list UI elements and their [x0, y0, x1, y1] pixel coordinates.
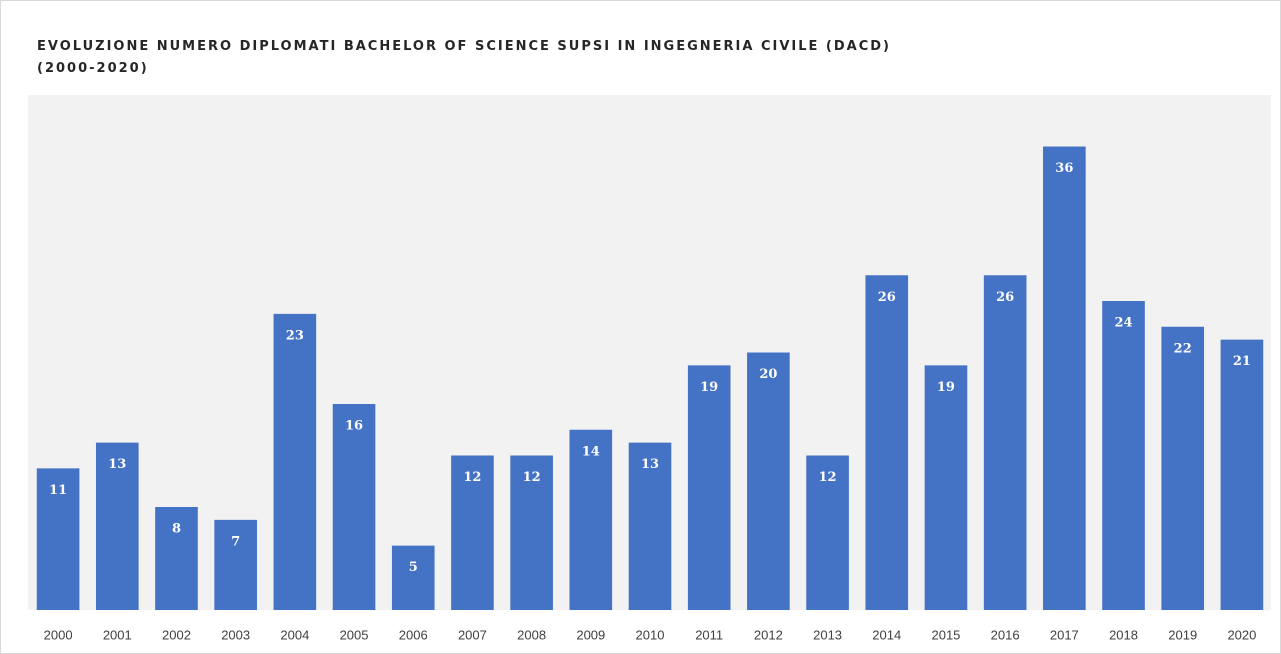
data-label: 7	[231, 534, 240, 549]
x-tick-label: 2005	[340, 627, 369, 642]
x-tick-label: 2008	[517, 627, 546, 642]
bar	[214, 519, 257, 610]
x-tick-label: 2016	[991, 627, 1020, 642]
x-tick-label: 2009	[576, 627, 605, 642]
data-label: 14	[582, 444, 600, 459]
x-tick-label: 2002	[162, 627, 191, 642]
data-label: 8	[172, 522, 181, 537]
bar	[36, 468, 80, 610]
x-tick-label: 2004	[280, 627, 309, 642]
bar	[273, 313, 317, 610]
x-tick-label: 2000	[44, 627, 73, 642]
x-tick-label: 2012	[754, 627, 783, 642]
x-tick-label: 2018	[1109, 627, 1138, 642]
data-label: 13	[641, 457, 659, 472]
data-label: 11	[49, 483, 67, 498]
data-label: 22	[1174, 341, 1192, 356]
data-label: 26	[878, 290, 896, 305]
bar	[1102, 301, 1145, 610]
data-label: 16	[345, 419, 363, 434]
data-label: 5	[409, 560, 418, 575]
data-label: 23	[286, 328, 304, 343]
x-tick-label: 2011	[695, 627, 723, 642]
data-label: 21	[1233, 354, 1251, 369]
bar	[628, 442, 672, 610]
data-label: 26	[996, 290, 1014, 305]
x-tick-label: 2006	[399, 627, 428, 642]
bar	[1043, 146, 1086, 610]
x-tick-label: 2017	[1050, 627, 1079, 642]
x-tick-label: 2001	[103, 627, 132, 642]
bar	[983, 275, 1027, 610]
chart-title: EVOLUZIONE NUMERO DIPLOMATI BACHELOR OF …	[37, 39, 891, 54]
data-label: 13	[108, 457, 126, 472]
data-label: 19	[937, 380, 955, 395]
bar	[806, 455, 849, 610]
data-label: 24	[1114, 316, 1132, 331]
bar	[1161, 326, 1205, 610]
bar	[747, 352, 790, 610]
x-tick-label: 2014	[872, 627, 901, 642]
bar	[865, 275, 909, 610]
bar	[155, 507, 198, 610]
x-tick-label: 2003	[221, 627, 250, 642]
bar	[569, 429, 613, 610]
x-tick-label: 2019	[1168, 627, 1197, 642]
data-label: 19	[700, 380, 718, 395]
bar	[451, 455, 494, 610]
bar	[924, 365, 968, 610]
bar	[1220, 339, 1264, 610]
bar	[687, 365, 731, 610]
x-tick-label: 2007	[458, 627, 487, 642]
x-tick-label: 2015	[931, 627, 960, 642]
bar	[332, 404, 376, 610]
bar	[95, 442, 139, 610]
data-label: 12	[463, 470, 481, 485]
bar	[510, 455, 553, 610]
chart-title: (2000-2020)	[37, 61, 149, 76]
bar	[391, 545, 435, 610]
data-label: 12	[819, 470, 837, 485]
data-label: 20	[759, 367, 777, 382]
data-label: 12	[523, 470, 541, 485]
x-tick-label: 2020	[1227, 627, 1256, 642]
x-tick-label: 2013	[813, 627, 842, 642]
x-tick-label: 2010	[636, 627, 665, 642]
data-label: 36	[1055, 161, 1073, 176]
